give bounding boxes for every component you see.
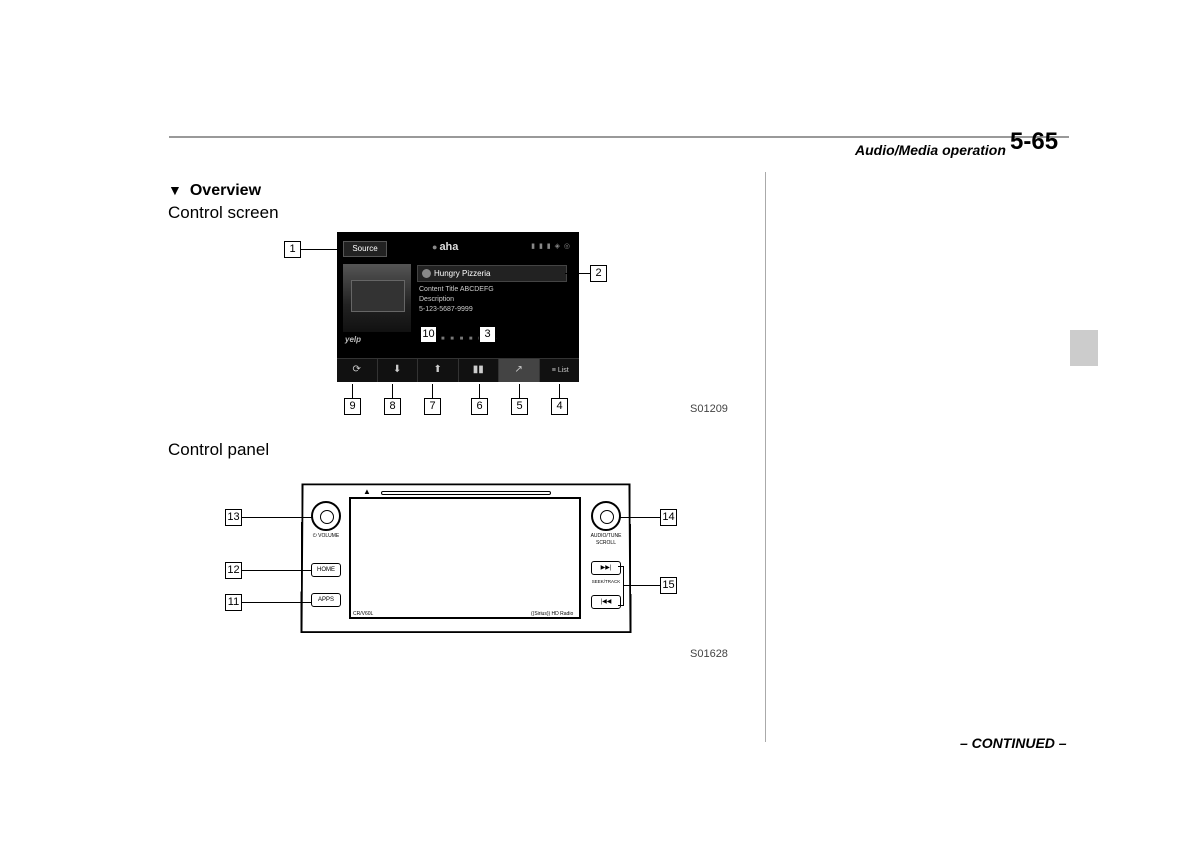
control-panel-label: Control panel xyxy=(168,440,269,460)
tune-knob[interactable] xyxy=(591,501,621,531)
callout-15-bracket-v xyxy=(623,566,624,606)
callout-11-line xyxy=(242,602,312,603)
callout-1-line xyxy=(301,249,341,250)
bottom-button-row: ⟳ ⬇ ⬆ ▮▮ ↗ ≡List xyxy=(337,358,579,382)
pause-button[interactable]: ▮▮ xyxy=(459,359,500,382)
meta-description: Description xyxy=(419,296,454,303)
tune-knob-label-bottom: SCROLL xyxy=(586,540,626,546)
figure-id-screen: S01209 xyxy=(690,403,728,415)
callout-12: 12 xyxy=(225,562,242,579)
callout-15: 15 xyxy=(660,577,677,594)
source-button[interactable]: Source xyxy=(343,241,387,257)
callout-4-line xyxy=(559,384,560,398)
callout-13-line xyxy=(242,517,312,518)
seek-forward-button[interactable]: ▶▶| xyxy=(591,561,621,575)
callout-8: 8 xyxy=(384,398,401,415)
continued-label: – CONTINUED – xyxy=(960,735,1067,751)
volume-knob-label: ⏻ VOLUME xyxy=(306,533,346,539)
share-button[interactable]: ↗ xyxy=(499,359,540,382)
callout-12-line xyxy=(242,570,312,571)
header-rule xyxy=(169,136,1069,138)
callout-5-line xyxy=(519,384,520,398)
overview-heading-text: Overview xyxy=(190,182,261,199)
control-screen-diagram: Source aha ▮ ▮ ▮ ◈ ◎ Hungry Pizzeria Con… xyxy=(337,232,579,382)
tune-button[interactable]: ⟳ xyxy=(337,359,378,382)
dislike-button[interactable]: ⬇ xyxy=(378,359,419,382)
aha-logo: aha xyxy=(432,241,458,253)
callout-5: 5 xyxy=(511,398,528,415)
yelp-logo: yelp xyxy=(345,335,361,344)
station-icon xyxy=(422,269,431,278)
callout-15-bracket-b xyxy=(618,605,624,606)
callout-11: 11 xyxy=(225,594,242,611)
callout-3: 3 xyxy=(479,326,496,343)
header-section-title: Audio/Media operation xyxy=(855,142,1006,158)
callout-6: 6 xyxy=(471,398,488,415)
callout-9: 9 xyxy=(344,398,361,415)
radio-label: ((Sirius)) HD Radio xyxy=(531,611,573,617)
disc-slot xyxy=(381,491,551,495)
home-button[interactable]: HOME xyxy=(311,563,341,577)
figure-id-panel: S01628 xyxy=(690,648,728,660)
eject-icon: ▲ xyxy=(363,487,371,496)
panel-display xyxy=(349,497,581,619)
triangle-marker: ▼ xyxy=(168,182,182,198)
list-button[interactable]: ≡List xyxy=(540,359,580,382)
callout-2: 2 xyxy=(590,265,607,282)
like-button[interactable]: ⬆ xyxy=(418,359,459,382)
callout-1: 1 xyxy=(284,241,301,258)
list-text: List xyxy=(558,367,569,374)
content-title-text: Hungry Pizzeria xyxy=(434,269,490,278)
callout-15-bracket-t xyxy=(618,566,624,567)
list-icon: ≡ xyxy=(552,367,556,374)
callout-14-line xyxy=(620,517,660,518)
meta-phone: 5-123-5687-9999 xyxy=(419,306,473,313)
seek-track-label: SEEK/TRACK xyxy=(591,579,621,584)
callout-6-line xyxy=(479,384,480,398)
tune-knob-label-top: AUDIO/TUNE xyxy=(586,533,626,539)
callout-14: 14 xyxy=(660,509,677,526)
callout-2-line xyxy=(565,273,590,274)
album-art xyxy=(343,264,411,332)
callout-15-line xyxy=(624,585,660,586)
status-icons: ▮ ▮ ▮ ◈ ◎ xyxy=(531,242,571,250)
control-screen-label: Control screen xyxy=(168,203,279,223)
control-panel-diagram: ▲ ⏻ VOLUME AUDIO/TUNE SCROLL HOME APPS ▶… xyxy=(301,483,631,633)
callout-8-line xyxy=(392,384,393,398)
callout-10: 10 xyxy=(420,326,437,343)
callout-9-line xyxy=(352,384,353,398)
callout-4: 4 xyxy=(551,398,568,415)
callout-7-line xyxy=(432,384,433,398)
meta-content-title: Content Title ABCDEFG xyxy=(419,286,494,293)
volume-knob[interactable] xyxy=(311,501,341,531)
content-title-bar[interactable]: Hungry Pizzeria xyxy=(417,265,567,282)
callout-13: 13 xyxy=(225,509,242,526)
seek-back-button[interactable]: |◀◀ xyxy=(591,595,621,609)
callout-7: 7 xyxy=(424,398,441,415)
apps-button[interactable]: APPS xyxy=(311,593,341,607)
side-thumb-tab xyxy=(1070,330,1098,366)
page-dots: ■ ■ ■ ■ ■ xyxy=(441,336,484,342)
model-label: CR/V60L xyxy=(353,611,373,617)
overview-heading: ▼ Overview xyxy=(168,182,261,200)
page-number: 5-65 xyxy=(1010,128,1058,156)
column-divider xyxy=(765,172,766,742)
